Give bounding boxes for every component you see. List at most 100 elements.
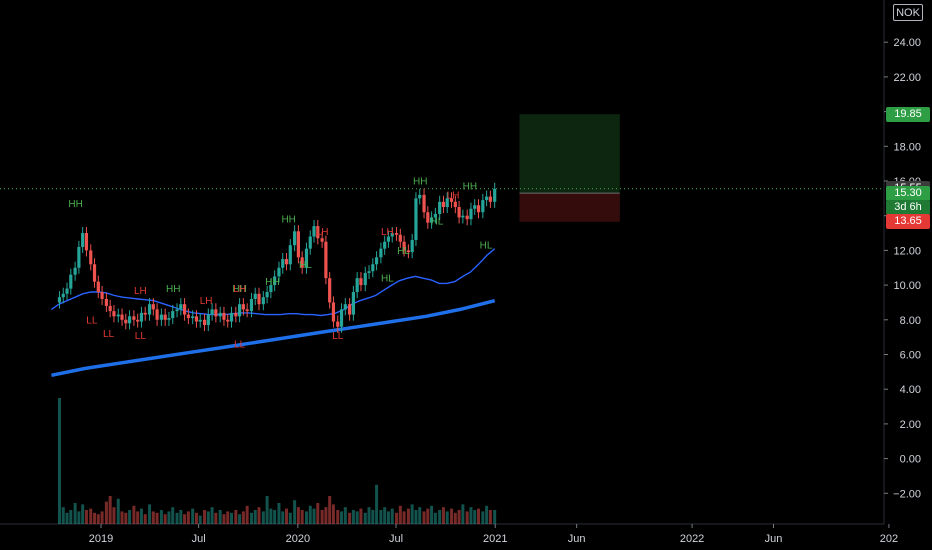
volume-bar [426,508,430,524]
y-tick-label: 6.00 [900,350,921,362]
candle-body [312,226,316,237]
volume-bar [159,510,163,524]
volume-bar [450,508,454,524]
volume-bar [457,510,461,524]
candle-body [202,319,207,326]
short-moving-average [51,248,496,317]
swing-label: HL [299,260,312,271]
candle-body [249,298,254,312]
swing-label: LH [134,286,147,297]
candle-body [218,312,222,317]
candle-body [402,241,406,251]
volume-bar [203,510,207,524]
candle-body [363,272,367,286]
candle-body [374,257,379,265]
candle-body [139,312,144,322]
x-tick-label: Jul [192,533,206,545]
volume-bar [120,511,124,524]
volume-bar [112,507,116,524]
volume-bar [108,496,112,524]
volume-bar [132,505,136,524]
candle-body [257,293,261,305]
volume-bar [433,512,437,524]
volume-bar [281,511,285,524]
candle-body [284,259,289,265]
volume-bar [210,507,214,524]
candle-body [69,274,73,289]
candle-body [324,241,328,279]
candle-body [253,293,257,299]
swing-label: HL [431,216,444,227]
volume-bar [340,511,344,524]
volume-bar [124,512,128,524]
y-tick-label: 0.00 [900,454,921,466]
swing-label: HH [281,215,295,226]
volume-bar [249,512,253,524]
volume-bar [61,507,65,524]
volume-bar [77,511,81,524]
candle-body [84,233,89,251]
y-tick-label: 22.00 [893,72,921,84]
candle-body [127,316,132,324]
volume-bar [84,510,88,524]
volume-bar [473,510,477,524]
volume-bar [312,508,316,524]
volume-bar [453,512,457,524]
candle-body [234,312,238,317]
volume-bar [285,508,289,524]
candle-body [336,321,340,327]
volume-bar [269,508,273,524]
volume-bar [257,507,261,524]
candle-body [308,236,312,249]
candle-body [465,215,469,220]
volume-bar [398,505,402,524]
volume-bar [273,510,277,524]
candle-body [348,304,352,315]
candle-body [383,241,387,249]
volume-bar [481,511,485,524]
x-tick-label: 2022 [680,533,704,545]
candle-body [206,314,210,326]
volume-bar [175,512,179,524]
candle-body [457,207,461,218]
candle-body [124,319,128,324]
candle-body [171,311,175,319]
candle-body [175,309,179,312]
y-tick-label: 10.00 [893,280,921,292]
volume-bar [296,507,300,524]
volume-bar [371,510,375,524]
candle-body [367,271,371,273]
candle-body [379,248,383,258]
volume-bar [100,511,104,524]
x-tick-label: 2019 [89,533,113,545]
volume-bar [304,511,308,524]
candle-body [132,316,136,320]
volume-bar [128,510,132,524]
price-tag: 3d 6h [886,200,930,216]
long-moving-average [51,299,496,378]
volume-bar [430,505,434,524]
candle-body [355,278,359,293]
candle-body [245,309,249,312]
volume-bar [265,496,269,524]
candle-body [179,304,183,310]
swing-label: LH [200,296,213,307]
volume-bar [406,508,410,524]
volume-bar [245,505,249,524]
volume-bar [183,514,187,524]
y-tick-label: 12.00 [893,245,921,257]
candle-body [57,297,62,303]
candle-body [390,233,394,237]
candle-body [293,231,297,246]
candle-body [481,200,485,213]
candle-body [296,231,300,258]
symbol-badge[interactable]: NOK [893,4,923,21]
price-tag: 15.30 [886,185,930,201]
x-tick-label: 2020 [286,533,310,545]
volume-bar [300,510,304,524]
volume-bar [277,503,281,524]
volume-bar [414,510,418,524]
volume-bar [343,507,347,524]
